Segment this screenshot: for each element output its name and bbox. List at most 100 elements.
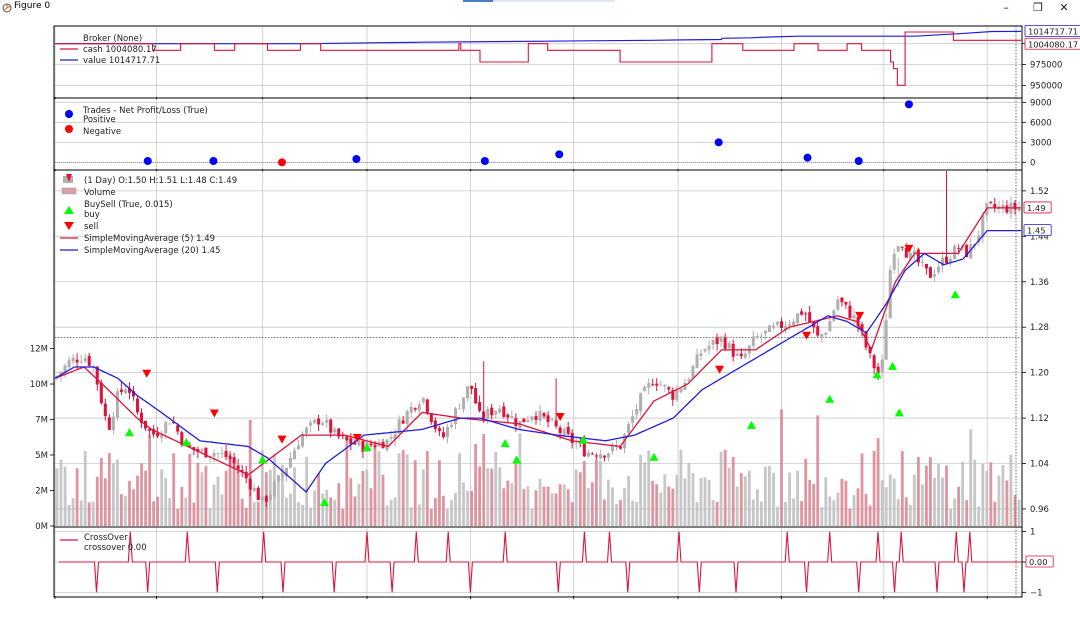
candle-body <box>385 439 389 451</box>
trade-positive-point <box>714 138 723 147</box>
volume-bar <box>377 451 381 526</box>
volume-bar <box>764 466 767 526</box>
candle-body <box>200 449 204 452</box>
volume-bar <box>619 499 622 526</box>
candle-body <box>945 256 949 264</box>
volume-bar <box>611 487 614 526</box>
volume-bar <box>534 490 538 526</box>
candle-body <box>683 382 687 390</box>
trades-legend-positive: Positive <box>83 115 116 125</box>
volume-bar <box>357 484 361 526</box>
volume-bar <box>365 469 369 526</box>
candle-body <box>993 203 997 208</box>
candle-body <box>240 470 244 472</box>
candle-body <box>594 455 598 457</box>
volume-bar <box>522 489 526 526</box>
volume-bar <box>643 462 647 526</box>
candle-body <box>836 299 840 310</box>
sell-marker <box>352 433 362 442</box>
volume-bar <box>981 463 985 526</box>
broker-cash-label-box <box>1024 37 1080 50</box>
volume-bar <box>868 505 872 526</box>
candle-body <box>767 325 771 332</box>
candle-body <box>482 411 486 419</box>
volume-bar <box>156 496 160 526</box>
volume-bar <box>627 475 631 526</box>
candle-body <box>932 274 936 277</box>
candle-body <box>703 349 707 352</box>
volume-bar <box>651 480 655 526</box>
candle-body <box>832 310 836 321</box>
candle-body <box>808 312 812 323</box>
candle-body <box>771 325 775 328</box>
volume-bar <box>615 503 618 526</box>
volume-bar <box>79 500 83 526</box>
candle-body <box>860 324 864 332</box>
trade-positive-point <box>480 157 489 165</box>
candle-body <box>325 419 329 423</box>
candle-body <box>140 412 144 423</box>
volume-bar <box>514 457 518 526</box>
candle-body <box>244 471 248 479</box>
volume-bar <box>321 493 325 526</box>
volume-bar <box>888 474 892 526</box>
candle-body <box>429 413 433 422</box>
volume-bar <box>228 454 232 526</box>
volume-bar <box>776 506 779 526</box>
volume-bar <box>381 475 385 526</box>
trades-legend-negative: Negative <box>83 127 121 137</box>
candle-body <box>510 416 514 418</box>
candle-body <box>494 410 498 415</box>
candle-body <box>148 428 152 431</box>
candle-body <box>788 324 792 326</box>
volume-bar <box>848 508 852 526</box>
volume-bar <box>244 508 248 526</box>
volume-bar <box>586 488 590 526</box>
volume-bar <box>260 450 264 526</box>
buy-marker <box>872 370 882 379</box>
volume-bar <box>566 489 570 526</box>
broker-value-label: 1014717.71 <box>1028 26 1078 36</box>
price-legend-sell-swatch <box>64 222 74 230</box>
trades-ytick-label: 0 <box>1030 158 1035 168</box>
restore-icon[interactable]: ❐ <box>1033 1 1043 14</box>
buy-marker <box>888 361 898 370</box>
volume-bar <box>655 484 659 526</box>
volume-bar <box>542 486 546 526</box>
candle-body <box>643 386 647 391</box>
volume-bar <box>208 508 212 526</box>
candle-body <box>800 311 804 315</box>
candle-body <box>530 416 534 420</box>
candle-body <box>824 333 828 335</box>
close-icon[interactable]: ✕ <box>1059 1 1069 14</box>
volume-bar <box>128 481 131 526</box>
trades-legend-title: Trades - Net Profit/Loss (True) <box>82 106 208 116</box>
candle-body <box>562 429 566 436</box>
buy-marker <box>181 437 191 446</box>
candle-body <box>67 359 71 368</box>
volume-bar <box>711 500 715 526</box>
buy-marker <box>512 455 522 464</box>
volume-bar <box>562 484 566 526</box>
candle-body <box>91 365 95 367</box>
candle-body <box>627 423 631 433</box>
titlebar-tab-indicator <box>463 0 493 2</box>
volume-bar <box>180 486 184 526</box>
volume-ytick-label: 10M <box>30 380 48 390</box>
candle-body <box>872 355 876 369</box>
volume-bar <box>884 487 888 526</box>
candle-body <box>751 336 755 346</box>
candle-body <box>780 321 784 328</box>
candle-body <box>305 427 309 434</box>
buy-marker <box>950 290 960 299</box>
volume-bar <box>389 500 393 526</box>
candle-body <box>409 406 413 413</box>
candle-body <box>176 425 180 432</box>
candle-body <box>679 389 683 393</box>
candle-body <box>59 371 63 376</box>
candle-body <box>989 201 993 203</box>
candle-body <box>71 357 75 362</box>
candle-body <box>462 397 466 410</box>
candle-body <box>309 422 313 426</box>
minimize-icon[interactable]: – <box>1003 1 1009 14</box>
